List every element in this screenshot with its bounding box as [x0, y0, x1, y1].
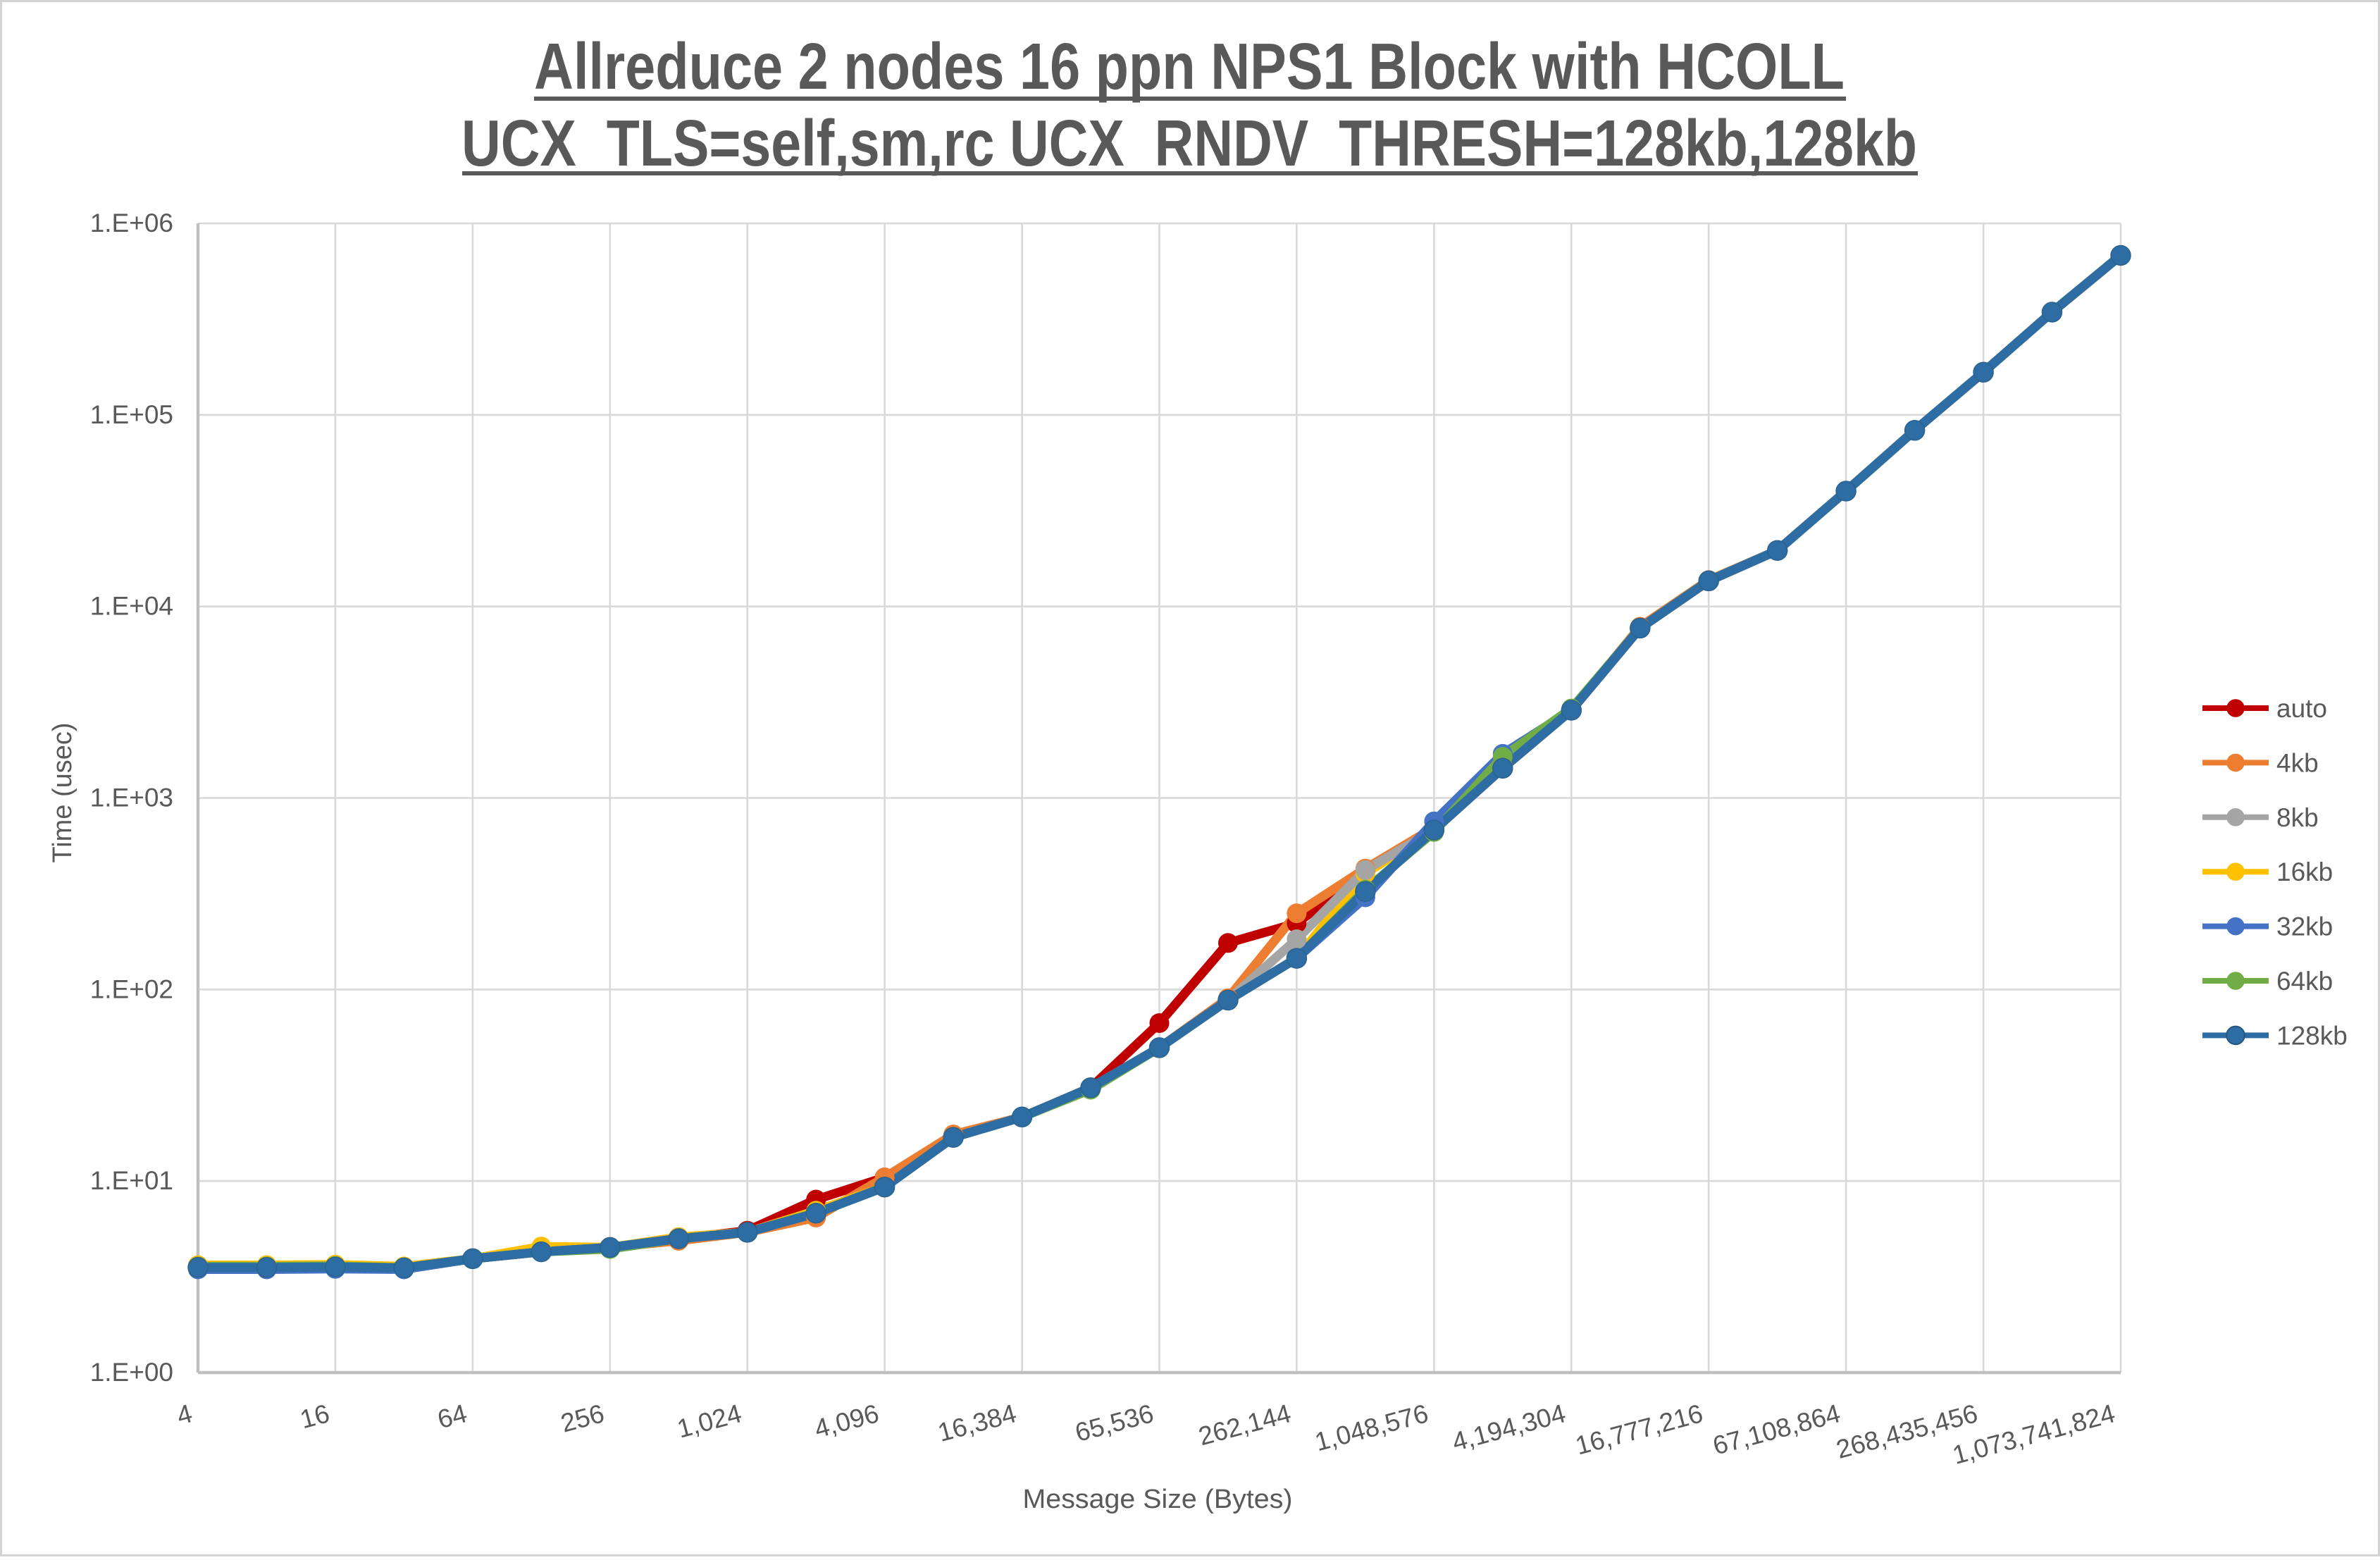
svg-text:1.E+01: 1.E+01: [90, 1166, 173, 1195]
svg-text:Message Size (Bytes): Message Size (Bytes): [1023, 1485, 1293, 1514]
svg-text:1.E+05: 1.E+05: [90, 400, 173, 429]
svg-text:1.E+04: 1.E+04: [90, 592, 173, 621]
svg-text:auto: auto: [2276, 694, 2327, 723]
svg-text:UCX_TLS=self,sm,rc UCX_RNDV_TH: UCX_TLS=self,sm,rc UCX_RNDV_THRESH=128kb…: [461, 106, 1917, 180]
svg-text:4kb: 4kb: [2276, 748, 2319, 777]
svg-text:1.E+02: 1.E+02: [90, 974, 173, 1003]
svg-text:16kb: 16kb: [2276, 858, 2333, 886]
svg-text:1.E+00: 1.E+00: [90, 1358, 173, 1387]
svg-text:128kb: 128kb: [2276, 1021, 2348, 1050]
svg-text:1.E+03: 1.E+03: [90, 784, 173, 812]
svg-text:64kb: 64kb: [2276, 967, 2333, 996]
svg-text:Allreduce 2 nodes 16 ppn NPS1: Allreduce 2 nodes 16 ppn NPS1 Block with…: [534, 30, 1845, 103]
svg-text:8kb: 8kb: [2276, 803, 2319, 832]
svg-text:32kb: 32kb: [2276, 912, 2333, 941]
svg-text:1.E+06: 1.E+06: [90, 209, 173, 237]
svg-text:Time (usec): Time (usec): [48, 722, 78, 862]
